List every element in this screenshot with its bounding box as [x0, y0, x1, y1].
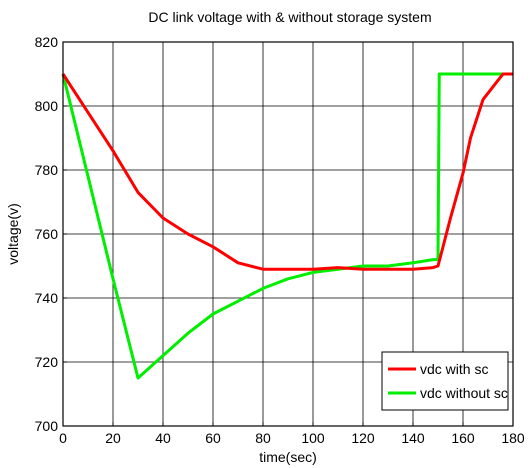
y-tick-label: 720 — [35, 354, 59, 370]
x-tick-label: 120 — [351, 430, 375, 446]
series-line-vdc-with-sc — [61, 72, 513, 271]
x-tick-label: 20 — [105, 430, 121, 446]
x-tick-label: 100 — [301, 430, 325, 446]
x-tick-label: 60 — [205, 430, 221, 446]
y-tick-label: 760 — [35, 226, 59, 242]
y-tick-label: 820 — [35, 34, 59, 50]
y-tick-label: 740 — [35, 290, 59, 306]
x-tick-label: 160 — [451, 430, 475, 446]
legend-label-vdc-without-sc: vdc without sc — [420, 385, 508, 401]
x-tick-label: 40 — [155, 430, 171, 446]
legend-box — [381, 351, 509, 411]
y-tick-label: 700 — [35, 418, 59, 434]
legend: vdc with sc vdc without sc — [381, 351, 509, 411]
y-tick-label: 800 — [35, 98, 59, 114]
x-axis-label: time(sec) — [259, 449, 317, 465]
y-axis-label: voltage(v) — [5, 203, 21, 264]
x-tick-label: 140 — [401, 430, 425, 446]
legend-label-vdc-with-sc: vdc with sc — [420, 361, 488, 377]
series-layer — [61, 72, 513, 380]
x-tick-label: 0 — [59, 430, 67, 446]
axis-ticks: 0 20 40 60 80 100 120 140 160 180 700 720 740 760 780 8… — [35, 34, 525, 446]
y-tick-label: 780 — [35, 162, 59, 178]
chart-title: DC link voltage with & without storage s… — [148, 9, 431, 25]
x-tick-label: 180 — [501, 430, 525, 446]
series-line-vdc-without-sc — [61, 72, 513, 380]
x-tick-label: 80 — [255, 430, 271, 446]
